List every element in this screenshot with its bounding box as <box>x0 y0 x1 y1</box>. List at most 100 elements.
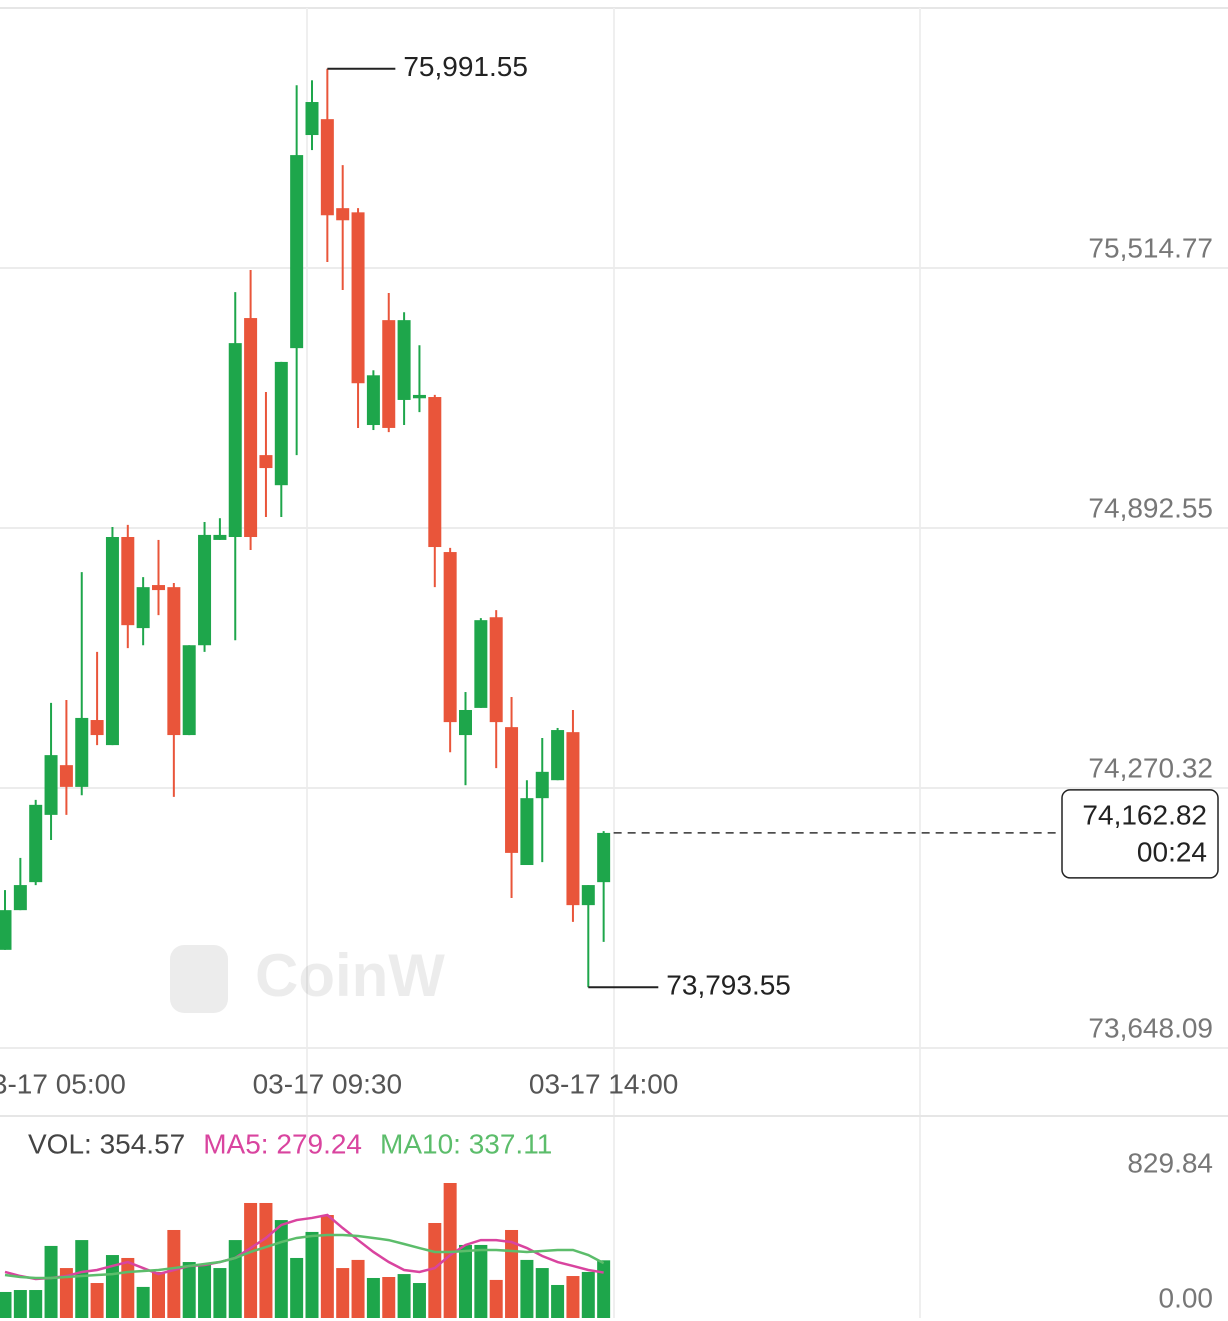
candle-body <box>0 910 12 950</box>
volume-bar <box>489 1279 503 1318</box>
y-tick-label: 73,648.09 <box>1088 1012 1213 1043</box>
candle-body <box>290 155 304 349</box>
volume-bar <box>305 1231 319 1318</box>
candle-body <box>489 617 503 723</box>
candle-body <box>29 804 43 883</box>
candle-body <box>305 102 319 136</box>
candle-body <box>443 552 457 723</box>
candle-body <box>551 730 565 781</box>
x-tick-label: 03-17 09:30 <box>253 1068 402 1099</box>
candle-body <box>412 394 426 399</box>
volume-bar <box>336 1268 350 1318</box>
volume-bar <box>198 1264 212 1318</box>
candle-body <box>152 585 165 591</box>
volume-bar <box>75 1240 89 1318</box>
volume-bar <box>167 1229 181 1318</box>
plot: 75,514.77 74,892.55 74,270.32 73,648.09 03-1… <box>0 51 1228 1318</box>
candle-body <box>535 771 549 799</box>
candle-body <box>244 318 258 538</box>
legend-entry: MA10: 337.11 <box>380 1128 552 1159</box>
legend-entry: MA5: 279.24 <box>203 1128 362 1159</box>
volume-bar <box>152 1271 165 1318</box>
low-label: 73,793.55 <box>666 970 791 1001</box>
volume-bar <box>412 1283 426 1318</box>
candle-body <box>44 755 58 815</box>
volume-bar <box>44 1245 58 1318</box>
last-price-box <box>1061 789 1219 879</box>
candle-body <box>167 587 181 736</box>
volume-bar <box>290 1257 304 1318</box>
volume-bar <box>428 1222 442 1318</box>
candle-body <box>597 832 611 883</box>
candle-body <box>259 455 273 469</box>
volume-bar <box>397 1274 411 1318</box>
y-tick-label: 75,514.77 <box>1088 232 1213 263</box>
candle-body <box>382 320 396 428</box>
candle-body <box>320 119 334 216</box>
candle-body <box>274 361 288 486</box>
candle-body <box>474 620 488 708</box>
volume-bar <box>351 1259 365 1318</box>
candle-body <box>213 534 227 540</box>
volume-bar <box>13 1290 27 1318</box>
candle-body <box>90 720 104 736</box>
volume-bar <box>459 1244 472 1318</box>
y-tick-label: 74,270.32 <box>1088 752 1213 783</box>
high-label: 75,991.55 <box>403 51 528 82</box>
candle-body <box>520 798 534 866</box>
watermark: CoinW <box>170 942 445 1013</box>
watermark-text: CoinW <box>255 942 445 1009</box>
volume-bar <box>551 1284 565 1318</box>
candle-body <box>505 727 519 853</box>
candle-body <box>351 212 365 384</box>
candle-body <box>182 645 196 736</box>
candle-body <box>581 885 595 906</box>
candle-body <box>366 375 380 426</box>
volume-bar <box>274 1220 288 1318</box>
volume-bar <box>121 1257 135 1318</box>
candle-body <box>121 537 135 626</box>
volume-bar <box>535 1268 549 1318</box>
candle-body <box>566 732 580 906</box>
volume-bar <box>136 1286 150 1318</box>
volume-bar <box>366 1277 380 1318</box>
y-tick-label: 74,892.55 <box>1088 492 1213 523</box>
candle-body <box>75 717 89 787</box>
volume-bar <box>443 1183 457 1318</box>
candle-body <box>397 320 411 400</box>
candle-body <box>198 534 212 646</box>
volume-bar <box>520 1259 534 1318</box>
candle-body <box>336 208 350 221</box>
countdown: 00:24 <box>1137 836 1207 867</box>
volume-bar <box>597 1260 611 1318</box>
volume-bar <box>90 1283 104 1318</box>
candle-body <box>136 587 150 629</box>
volume-bar <box>29 1290 43 1318</box>
volume-bar <box>213 1268 227 1318</box>
volume-bar <box>382 1277 396 1318</box>
volume-bar <box>566 1276 580 1318</box>
candle-body <box>428 397 442 548</box>
volume-bar <box>0 1291 12 1318</box>
volume-bar <box>59 1268 73 1318</box>
candle-body <box>13 885 27 911</box>
volume-bar <box>244 1202 258 1318</box>
candle-body <box>459 709 472 736</box>
volume-bar <box>259 1202 273 1318</box>
x-tick-label: 03-17 05:00 <box>0 1068 126 1099</box>
legend-entry: VOL: 354.57 <box>28 1128 185 1159</box>
candle-body <box>59 765 73 787</box>
y-tick-label: 0.00 <box>1159 1282 1214 1313</box>
volume-bar <box>105 1255 119 1318</box>
volume-bar <box>182 1262 196 1318</box>
x-tick-label: 03-17 14:00 <box>529 1068 678 1099</box>
volume-bar <box>474 1244 488 1318</box>
volume-bar <box>228 1240 242 1318</box>
watermark-logo <box>170 945 228 1013</box>
volume-bar <box>320 1215 334 1318</box>
y-tick-label: 829.84 <box>1127 1147 1213 1178</box>
ma-line <box>4 1213 604 1281</box>
volume-bar <box>581 1271 595 1318</box>
last-price-label: 74,162.82 <box>1082 799 1207 830</box>
